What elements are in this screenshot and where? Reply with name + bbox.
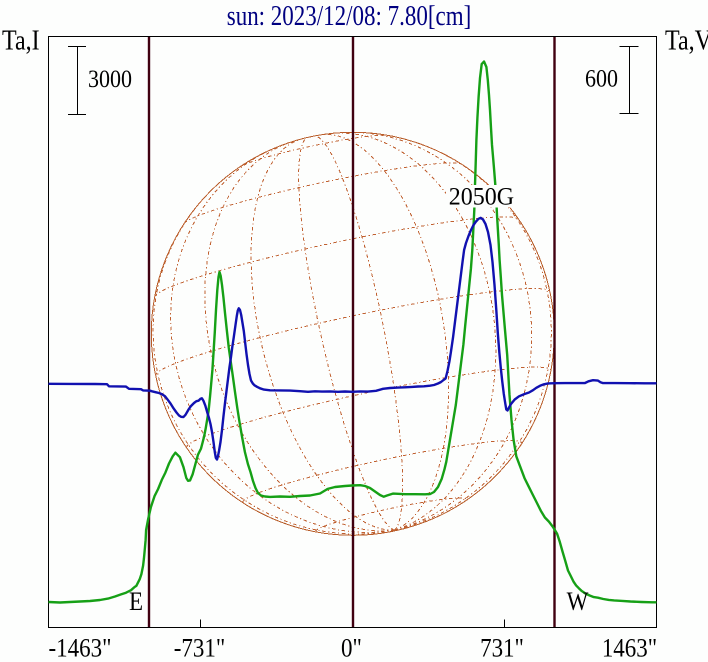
- svg-text:-731": -731": [174, 634, 226, 662]
- svg-text:731": 731": [480, 634, 524, 662]
- svg-text:Ta,V: Ta,V: [665, 25, 708, 56]
- svg-text:W: W: [567, 588, 589, 617]
- svg-text:3000: 3000: [88, 66, 132, 94]
- svg-text:600: 600: [585, 65, 618, 93]
- svg-text:sun: 2023/12/08: 7.80[cm]: sun: 2023/12/08: 7.80[cm]: [227, 0, 472, 32]
- svg-text:2050G: 2050G: [449, 183, 514, 211]
- svg-text:-1463": -1463": [48, 634, 111, 662]
- svg-text:1463": 1463": [602, 634, 657, 662]
- svg-text:0": 0": [341, 634, 362, 662]
- svg-text:E: E: [129, 588, 143, 617]
- svg-text:Ta,I: Ta,I: [2, 25, 40, 56]
